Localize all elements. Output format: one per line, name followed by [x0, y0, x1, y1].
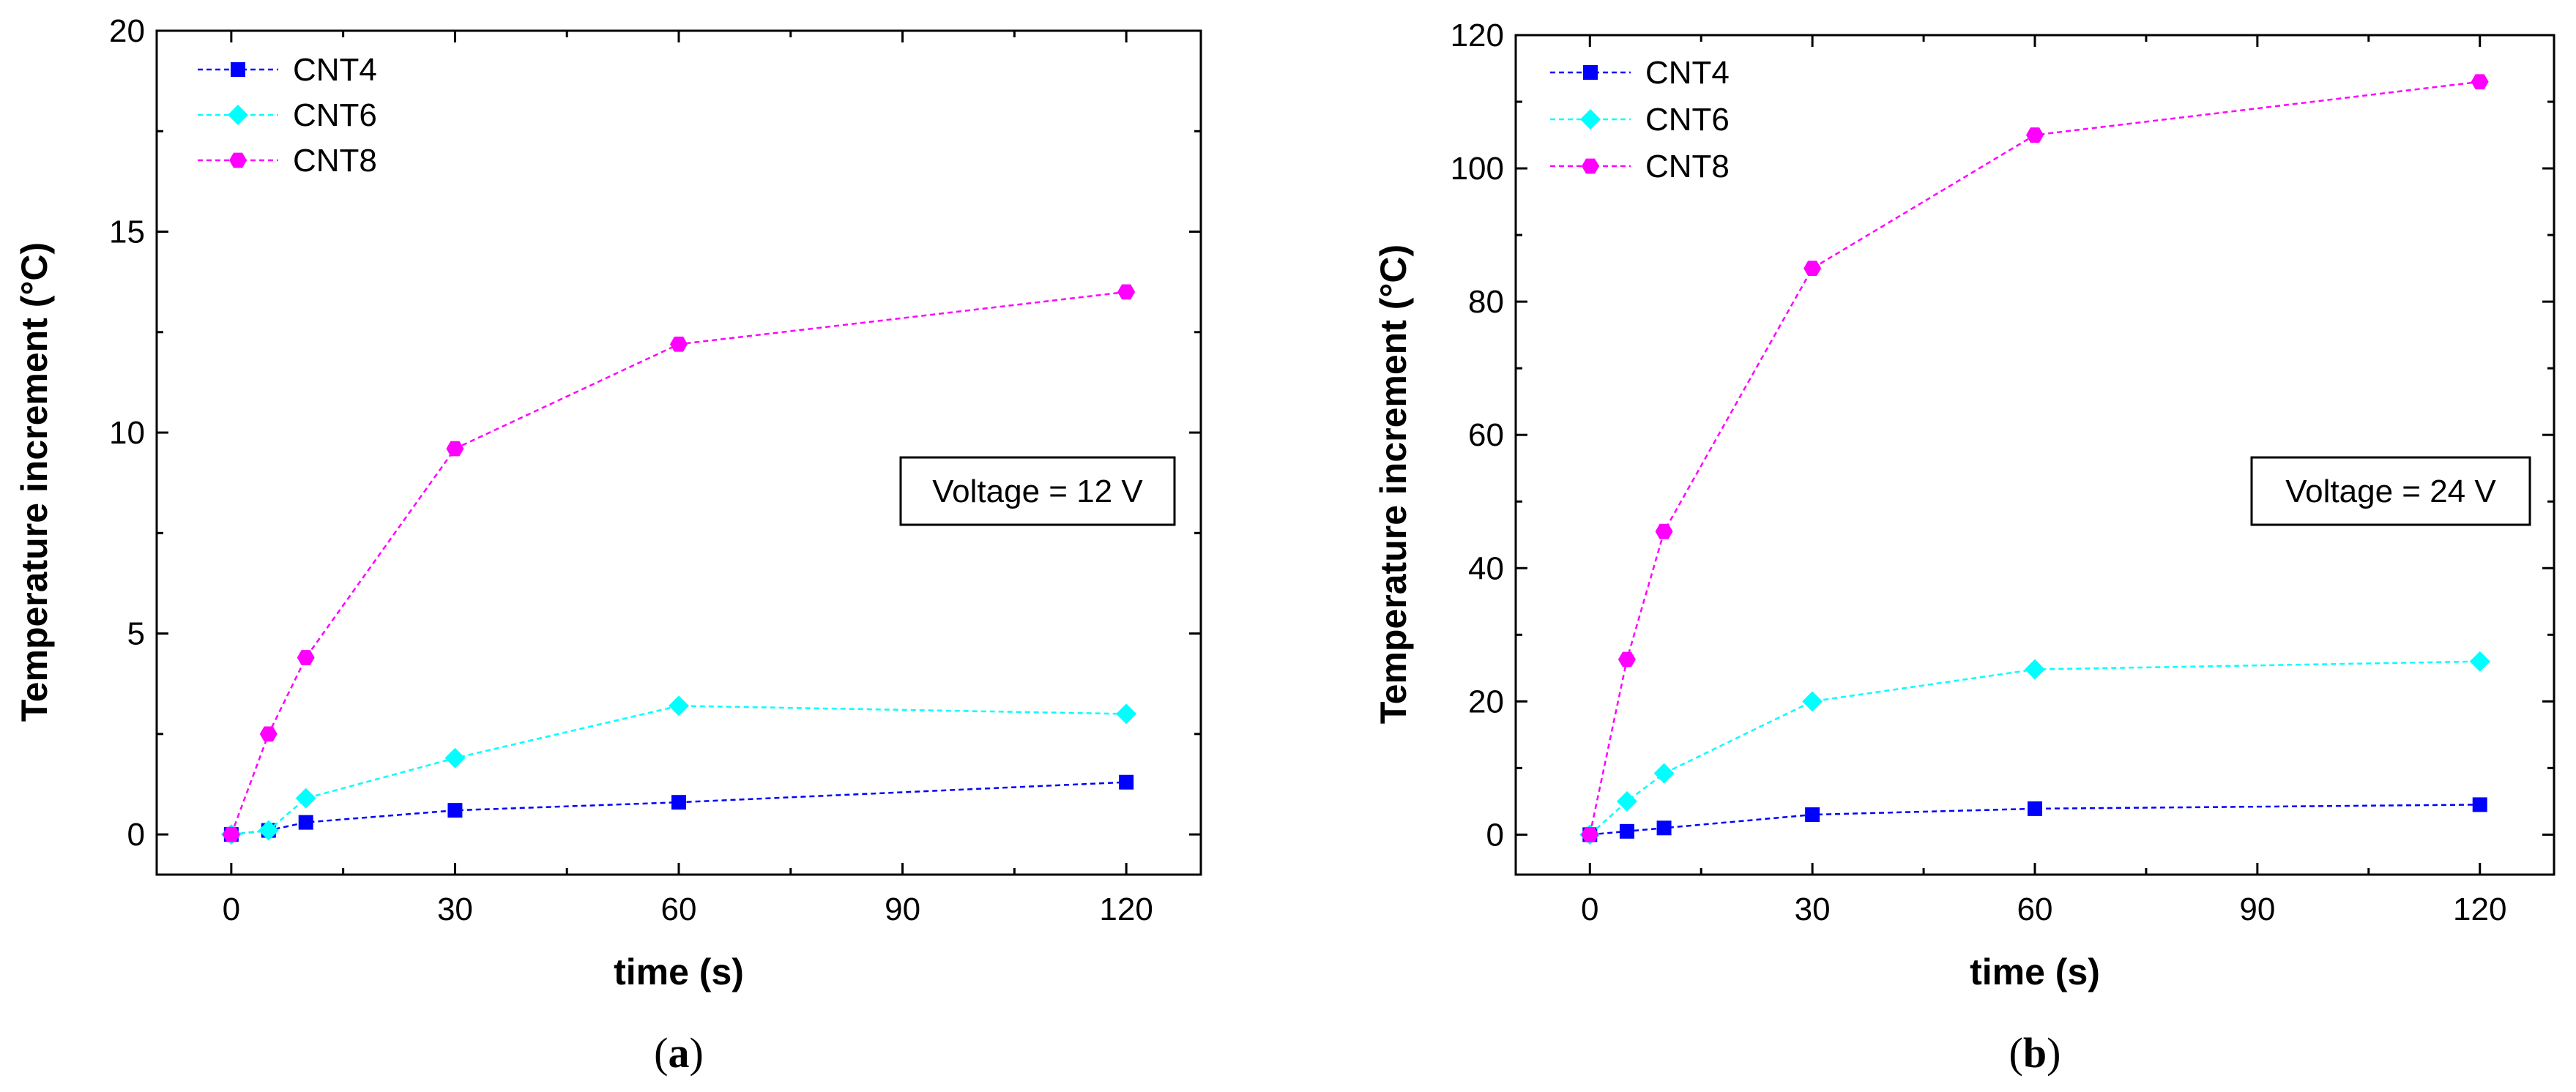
y-tick-label: 0 — [1486, 817, 1504, 853]
panel-label: (a) — [654, 1029, 704, 1077]
legend-marker-cnt4[interactable] — [1583, 65, 1598, 80]
annotation-box — [2250, 456, 2531, 526]
data-point-cnt8[interactable] — [222, 826, 240, 842]
panel-label: (b) — [2009, 1029, 2061, 1077]
y-axis-title: Temperature increment (°C) — [14, 242, 55, 722]
annotation-box — [899, 456, 1176, 526]
data-point-cnt6[interactable] — [1616, 790, 1637, 812]
data-point-cnt6[interactable] — [2469, 651, 2490, 672]
legend-marker-cnt8[interactable] — [1582, 158, 1599, 174]
data-point-cnt4[interactable] — [447, 803, 463, 818]
data-point-cnt8[interactable] — [1655, 523, 1673, 539]
y-tick-label: 60 — [1468, 417, 1504, 453]
x-tick-label: 90 — [2239, 891, 2275, 927]
data-point-cnt8[interactable] — [1117, 284, 1136, 300]
y-tick-label: 80 — [1468, 284, 1504, 320]
data-point-cnt4[interactable] — [2028, 801, 2042, 816]
legend-marker-cnt6[interactable] — [1580, 109, 1601, 130]
legend-label-cnt6: CNT6 — [293, 97, 377, 133]
y-tick-label: 0 — [127, 817, 145, 853]
x-axis-title: time (s) — [614, 951, 744, 992]
data-point-cnt8[interactable] — [1581, 826, 1599, 842]
data-point-cnt4[interactable] — [298, 815, 313, 830]
x-tick-label: 30 — [437, 891, 473, 927]
data-point-cnt6[interactable] — [444, 747, 466, 768]
legend-marker-cnt6[interactable] — [228, 105, 248, 125]
data-point-cnt6[interactable] — [669, 695, 689, 717]
y-tick-label: 40 — [1468, 550, 1504, 586]
x-tick-label: 30 — [1795, 891, 1831, 927]
data-point-cnt8[interactable] — [1803, 261, 1822, 276]
y-tick-label: 5 — [127, 616, 145, 652]
y-tick-label: 20 — [1468, 684, 1504, 719]
data-point-cnt4[interactable] — [1805, 807, 1820, 823]
data-point-cnt8[interactable] — [670, 336, 688, 352]
data-point-cnt4[interactable] — [1119, 774, 1134, 790]
data-point-cnt4[interactable] — [1619, 823, 1634, 839]
data-point-cnt8[interactable] — [2026, 127, 2044, 143]
chart-panel-a: 0 30 60 90 120 0 5 10 15 20 time (s) Temperature in… — [14, 13, 1202, 1077]
y-tick-label: 120 — [1451, 18, 1504, 53]
y-tick-label: 15 — [109, 214, 145, 250]
series-line-cnt8 — [230, 291, 1127, 835]
legend-label-cnt8: CNT8 — [293, 143, 377, 179]
chart-panel-b: 0 30 60 90 120 0 20 40 60 80 100 120 time (s) Tempera… — [1373, 18, 2555, 1077]
data-point-cnt6[interactable] — [1116, 703, 1137, 725]
data-point-cnt8[interactable] — [1618, 651, 1636, 667]
legend-label-cnt8: CNT8 — [1645, 149, 1730, 184]
data-point-cnt6[interactable] — [2025, 659, 2045, 680]
y-axis-title: Temperature increment (°C) — [1373, 244, 1414, 724]
data-point-cnt4[interactable] — [1656, 820, 1672, 836]
voltage-annotation: Voltage = 24 V — [2285, 474, 2496, 509]
legend-marker-cnt8[interactable] — [229, 152, 247, 168]
legend-marker-cnt4[interactable] — [231, 62, 245, 77]
legend-label-cnt4: CNT4 — [1645, 55, 1730, 91]
data-point-cnt8[interactable] — [259, 726, 278, 742]
series-line-cnt6 — [1589, 660, 2480, 836]
x-tick-label: 0 — [1581, 891, 1598, 927]
y-tick-label: 20 — [109, 13, 145, 49]
data-point-cnt4[interactable] — [2472, 797, 2487, 812]
data-point-cnt6[interactable] — [258, 820, 279, 841]
voltage-annotation: Voltage = 12 V — [932, 474, 1143, 509]
x-tick-label: 90 — [885, 891, 920, 927]
x-tick-label: 120 — [1099, 891, 1153, 927]
x-tick-label: 0 — [223, 891, 240, 927]
data-point-cnt6[interactable] — [1653, 763, 1675, 784]
data-point-cnt6[interactable] — [295, 788, 316, 809]
x-tick-label: 60 — [661, 891, 697, 927]
data-point-cnt4[interactable] — [671, 795, 686, 810]
series-line-cnt6 — [231, 705, 1127, 836]
y-tick-label: 100 — [1451, 151, 1504, 187]
data-point-cnt8[interactable] — [297, 650, 315, 665]
data-point-cnt8[interactable] — [446, 441, 464, 457]
x-axis-title: time (s) — [1970, 951, 2100, 992]
y-tick-label: 10 — [109, 415, 145, 451]
data-point-cnt6[interactable] — [1802, 691, 1823, 712]
data-point-cnt8[interactable] — [2471, 74, 2489, 90]
legend-label-cnt4: CNT4 — [293, 52, 377, 88]
legend-label-cnt6: CNT6 — [1645, 102, 1730, 138]
x-tick-label: 120 — [2453, 891, 2506, 927]
x-tick-label: 60 — [2017, 891, 2053, 927]
